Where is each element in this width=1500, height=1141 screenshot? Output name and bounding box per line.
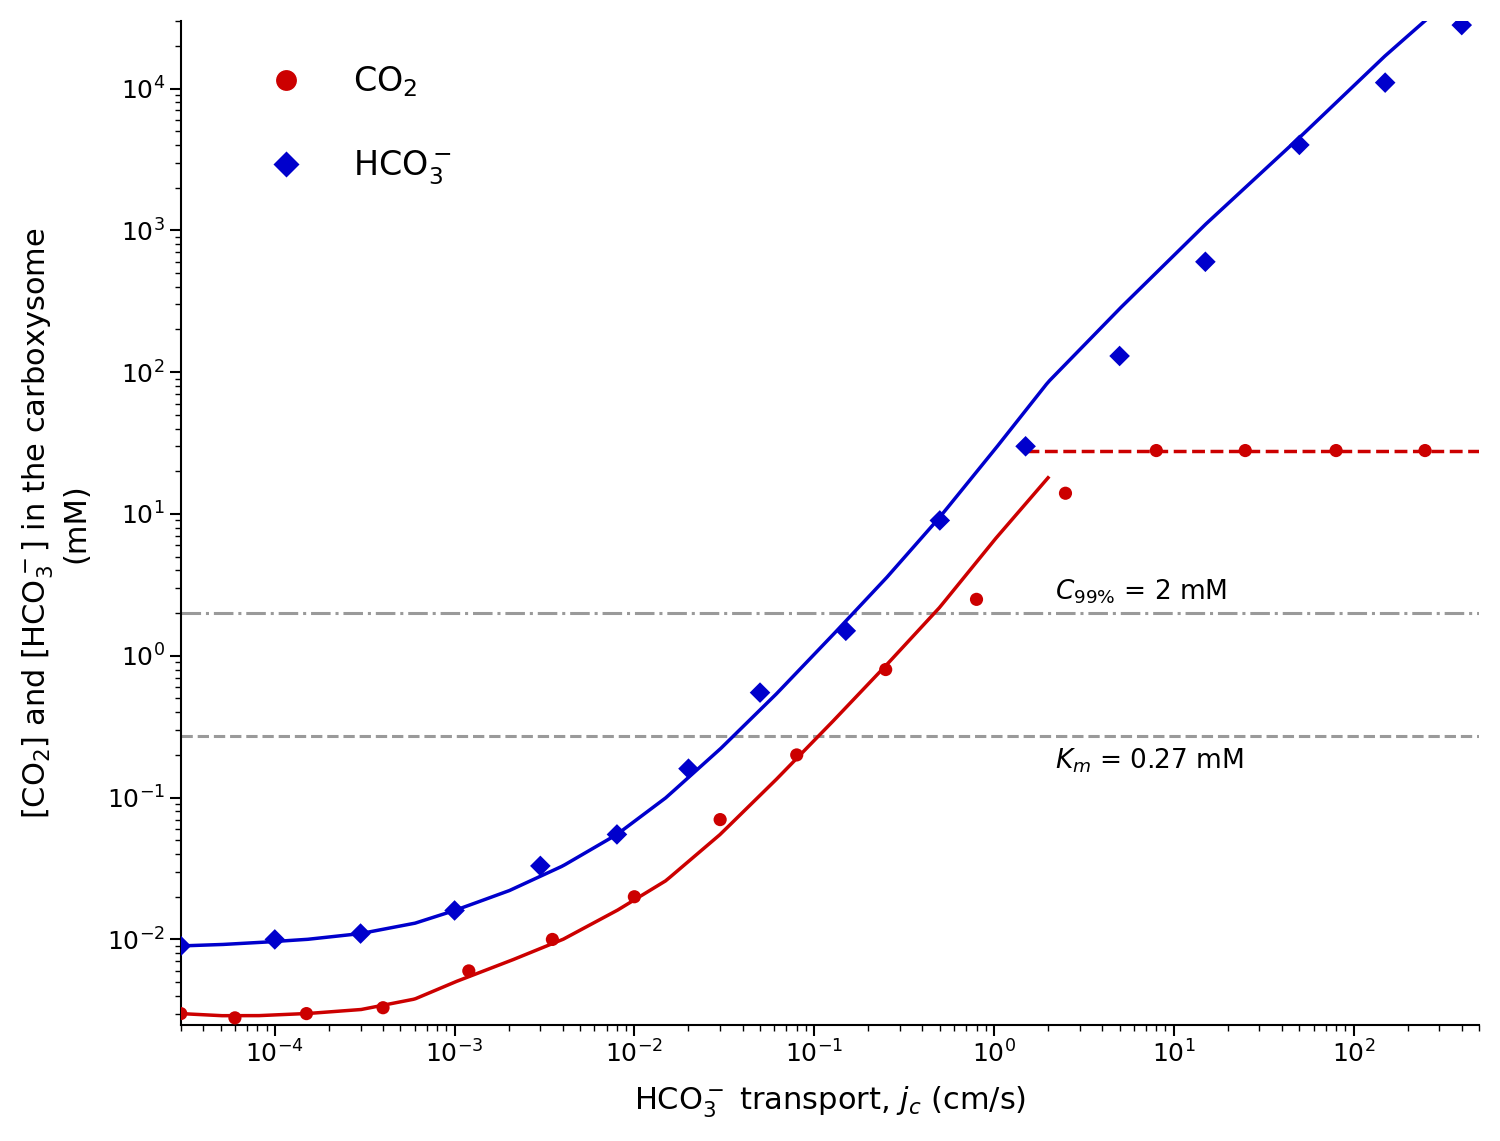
Point xyxy=(708,810,732,828)
Point xyxy=(170,1004,194,1022)
Point xyxy=(540,930,564,948)
Point xyxy=(1372,73,1396,91)
Point xyxy=(1449,16,1473,34)
Point xyxy=(528,857,552,875)
Y-axis label: [CO$_2$] and [HCO$_3^-$] in the carboxysome
(mM): [CO$_2$] and [HCO$_3^-$] in the carboxys… xyxy=(21,227,90,818)
Point xyxy=(294,1004,318,1022)
Point xyxy=(442,901,466,920)
Point xyxy=(1413,442,1437,460)
Point xyxy=(964,590,988,608)
Point xyxy=(170,937,194,955)
Point xyxy=(458,962,482,980)
Point xyxy=(224,1009,248,1027)
Point xyxy=(262,930,286,948)
Text: $C_{99\%}$ = 2 mM: $C_{99\%}$ = 2 mM xyxy=(1056,577,1227,606)
Point xyxy=(622,888,646,906)
Point xyxy=(1014,437,1038,455)
Point xyxy=(1107,347,1131,365)
Point xyxy=(1287,136,1311,154)
Legend: CO$_2$, HCO$_3^-$: CO$_2$, HCO$_3^-$ xyxy=(237,48,468,204)
Point xyxy=(1233,442,1257,460)
Text: $K_m$ = 0.27 mM: $K_m$ = 0.27 mM xyxy=(1056,746,1244,775)
Point xyxy=(1144,442,1168,460)
Point xyxy=(873,661,897,679)
Point xyxy=(348,924,372,942)
Point xyxy=(784,746,808,764)
Point xyxy=(834,622,858,640)
Point xyxy=(676,760,700,778)
Point xyxy=(604,825,628,843)
Point xyxy=(1194,252,1218,270)
Point xyxy=(1053,484,1077,502)
X-axis label: HCO$_3^-$ transport, $j_c$ (cm/s): HCO$_3^-$ transport, $j_c$ (cm/s) xyxy=(634,1085,1026,1120)
Point xyxy=(1324,442,1348,460)
Point xyxy=(370,998,394,1017)
Point xyxy=(748,683,772,702)
Point xyxy=(928,511,952,529)
